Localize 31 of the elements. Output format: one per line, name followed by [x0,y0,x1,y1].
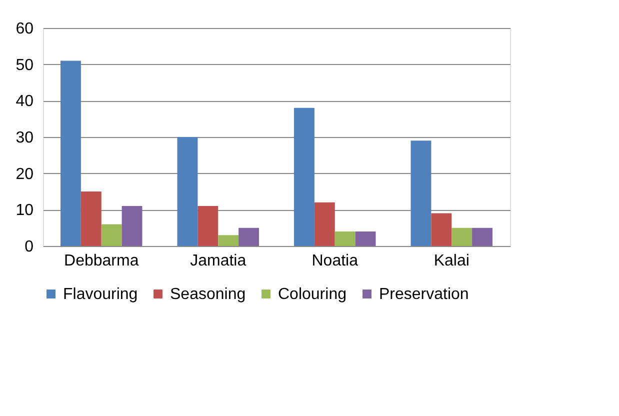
bar [80,192,102,246]
x-tick-label: Kalai [434,252,470,270]
bar [238,228,259,246]
y-tick-label: 20 [16,166,34,183]
bar [101,224,122,246]
bar [314,202,335,246]
bar [431,213,452,246]
bar [218,235,239,246]
y-tick-label: 60 [16,20,34,38]
y-tick-label: 40 [16,93,34,110]
legend-label: Flavouring [63,286,138,303]
bar [410,140,432,246]
bar [334,231,356,246]
x-tick-label: Noatia [312,252,358,270]
x-tick-label: Jamatia [190,252,246,270]
y-tick-label: 30 [16,130,34,146]
legend-label: Seasoning [170,286,246,303]
y-tick-label: 50 [16,56,34,74]
bar [198,206,218,246]
x-tick-label: Debbarma [64,252,139,270]
bar [177,137,198,246]
legend-label: Colouring [278,286,346,303]
bar [122,206,142,246]
bar [452,228,472,246]
legend-label: Preservation [379,286,469,303]
y-tick-label: 0 [24,238,34,256]
bar [60,60,81,246]
bar [355,231,376,246]
bar [294,108,314,246]
y-tick-label: 10 [16,202,34,220]
bar [472,228,492,246]
